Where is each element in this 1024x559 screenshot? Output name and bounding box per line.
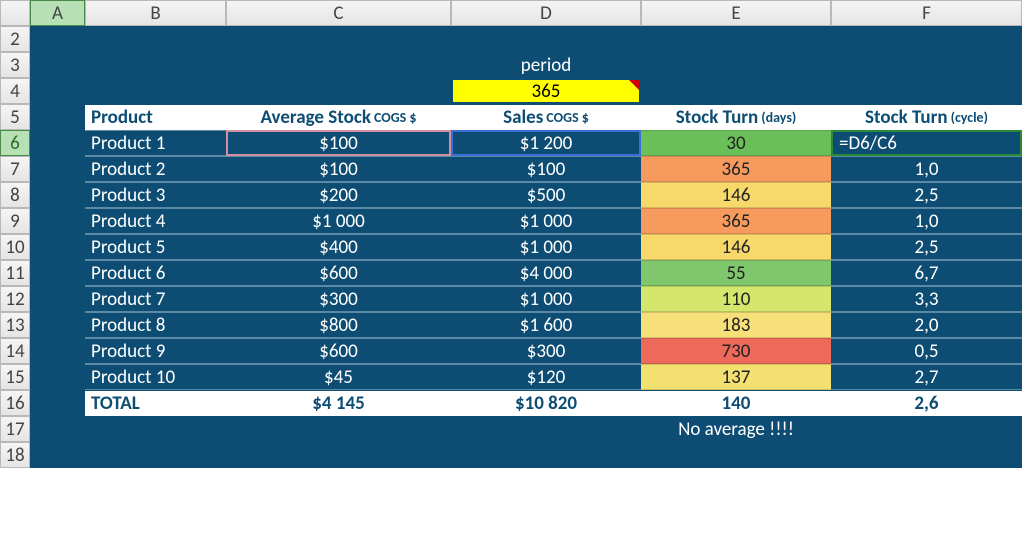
sales-cell[interactable]: $1 000: [451, 286, 641, 312]
header-avg-stock: Average Stock COGS $: [226, 104, 451, 130]
turn-days-cell[interactable]: 183: [641, 312, 831, 338]
row-header-12[interactable]: 12: [0, 286, 30, 312]
avg-stock-cell[interactable]: $100: [226, 130, 451, 156]
product-name: Product 4: [85, 208, 226, 234]
turn-days-cell[interactable]: 55: [641, 260, 831, 286]
row-header-2[interactable]: 2: [0, 26, 30, 52]
row-header-5[interactable]: 5: [0, 104, 30, 130]
row-header-14[interactable]: 14: [0, 338, 30, 364]
product-name: Product 1: [85, 130, 226, 156]
avg-stock-cell[interactable]: $800: [226, 312, 451, 338]
period-label: period: [451, 52, 641, 78]
total-cycle: 2,6: [831, 390, 1022, 416]
sales-cell[interactable]: $1 000: [451, 234, 641, 260]
sales-cell[interactable]: $1 000: [451, 208, 641, 234]
avg-stock-cell[interactable]: $600: [226, 260, 451, 286]
turn-days-cell[interactable]: 146: [641, 234, 831, 260]
period-value[interactable]: 365: [451, 78, 641, 104]
sales-cell[interactable]: $4 000: [451, 260, 641, 286]
sales-cell[interactable]: $1 200: [451, 130, 641, 156]
row-header-15[interactable]: 15: [0, 364, 30, 390]
turn-cycle-cell[interactable]: 0,5: [831, 338, 1022, 364]
avg-stock-cell[interactable]: $400: [226, 234, 451, 260]
total-sales: $10 820: [451, 390, 641, 416]
row-header-9[interactable]: 9: [0, 208, 30, 234]
header-product: Product: [85, 104, 226, 130]
row-header-11[interactable]: 11: [0, 260, 30, 286]
avg-stock-cell[interactable]: $200: [226, 182, 451, 208]
turn-days-cell[interactable]: 146: [641, 182, 831, 208]
product-name: Product 6: [85, 260, 226, 286]
row-header-3[interactable]: 3: [0, 52, 30, 78]
header-turn-cycle: Stock Turn (cycle): [831, 104, 1022, 130]
avg-stock-cell[interactable]: $45: [226, 364, 451, 390]
product-name: Product 8: [85, 312, 226, 338]
row-header-18[interactable]: 18: [0, 442, 30, 468]
turn-cycle-cell[interactable]: 3,3: [831, 286, 1022, 312]
turn-cycle-formula[interactable]: =D6/C6: [831, 130, 1022, 156]
sales-cell[interactable]: $100: [451, 156, 641, 182]
turn-cycle-cell[interactable]: 2,0: [831, 312, 1022, 338]
no-average-note: No average !!!!: [641, 416, 831, 442]
sales-cell[interactable]: $120: [451, 364, 641, 390]
avg-stock-cell[interactable]: $1 000: [226, 208, 451, 234]
col-header-A[interactable]: A: [30, 0, 85, 26]
avg-stock-cell[interactable]: $300: [226, 286, 451, 312]
turn-cycle-cell[interactable]: 2,7: [831, 364, 1022, 390]
select-all-corner[interactable]: [0, 0, 30, 26]
turn-days-cell[interactable]: 110: [641, 286, 831, 312]
turn-cycle-cell[interactable]: 1,0: [831, 156, 1022, 182]
row-header-7[interactable]: 7: [0, 156, 30, 182]
total-label: TOTAL: [85, 390, 226, 416]
sales-cell[interactable]: $300: [451, 338, 641, 364]
product-name: Product 2: [85, 156, 226, 182]
product-name: Product 7: [85, 286, 226, 312]
avg-stock-cell[interactable]: $100: [226, 156, 451, 182]
row-header-16[interactable]: 16: [0, 390, 30, 416]
sales-cell[interactable]: $1 600: [451, 312, 641, 338]
turn-cycle-cell[interactable]: 1,0: [831, 208, 1022, 234]
product-name: Product 9: [85, 338, 226, 364]
product-name: Product 3: [85, 182, 226, 208]
product-name: Product 10: [85, 364, 226, 390]
total-avg: $4 145: [226, 390, 451, 416]
product-name: Product 5: [85, 234, 226, 260]
turn-days-cell[interactable]: 137: [641, 364, 831, 390]
row-header-10[interactable]: 10: [0, 234, 30, 260]
col-header-B[interactable]: B: [85, 0, 226, 26]
row-header-8[interactable]: 8: [0, 182, 30, 208]
avg-stock-cell[interactable]: $600: [226, 338, 451, 364]
turn-days-cell[interactable]: 365: [641, 208, 831, 234]
turn-days-cell[interactable]: 365: [641, 156, 831, 182]
header-turn-days: Stock Turn (days): [641, 104, 831, 130]
turn-cycle-cell[interactable]: 2,5: [831, 182, 1022, 208]
col-header-D[interactable]: D: [451, 0, 641, 26]
row-header-4[interactable]: 4: [0, 78, 30, 104]
total-days: 140: [641, 390, 831, 416]
header-sales: Sales COGS $: [451, 104, 641, 130]
row-header-6[interactable]: 6: [0, 130, 30, 156]
row-header-17[interactable]: 17: [0, 416, 30, 442]
col-header-E[interactable]: E: [641, 0, 831, 26]
col-header-F[interactable]: F: [831, 0, 1022, 26]
turn-days-cell[interactable]: 730: [641, 338, 831, 364]
row-header-13[interactable]: 13: [0, 312, 30, 338]
turn-cycle-cell[interactable]: 2,5: [831, 234, 1022, 260]
sales-cell[interactable]: $500: [451, 182, 641, 208]
col-header-C[interactable]: C: [226, 0, 451, 26]
turn-cycle-cell[interactable]: 6,7: [831, 260, 1022, 286]
turn-days-cell[interactable]: 30: [641, 130, 831, 156]
